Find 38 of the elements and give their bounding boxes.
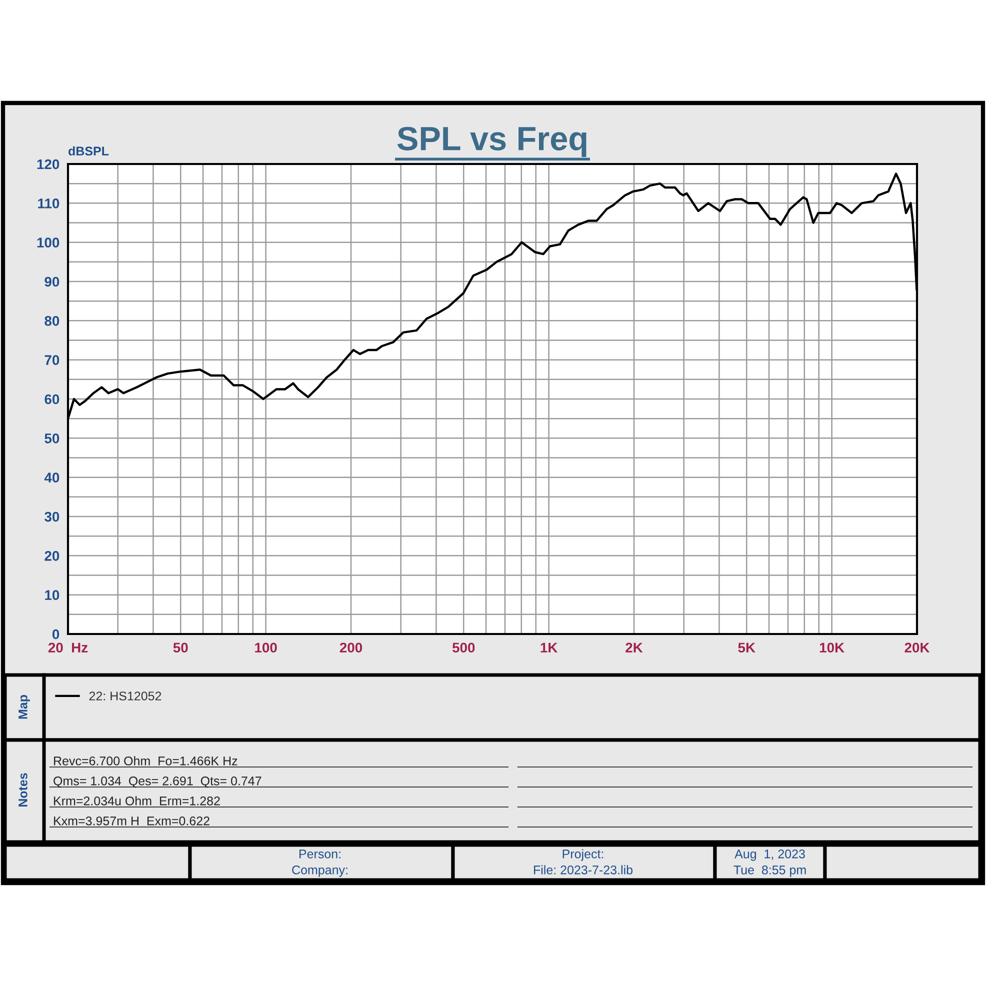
text: Project: [562, 849, 604, 861]
y-tick-label: 10 [45, 590, 60, 600]
legend-label: 22: HS12052 [89, 692, 162, 700]
text: File: 2023-7-23.lib [534, 865, 633, 874]
y-tick-label: 0 [52, 629, 60, 640]
x-tick-label: 200 [340, 642, 362, 653]
x-tick-label: 2K [626, 642, 643, 652]
y-tick-label: 30 [44, 512, 60, 522]
y-tick-label: 40 [44, 472, 60, 483]
text: Tue 8:55 pm [734, 866, 806, 877]
text: Krm=2.034u Ohm Erm=1.282 [54, 796, 220, 806]
y-axis-title: dBSPL [68, 146, 109, 156]
text: Company: [292, 866, 348, 877]
y-tick-label: 20 [44, 551, 60, 561]
text: Person: [299, 850, 340, 858]
chart-title: SPL vs Freq [397, 126, 586, 158]
x-tick-label: 10K [820, 642, 844, 653]
text: Map [18, 695, 30, 719]
x-tick-label: 20K [904, 642, 930, 653]
text: Qms= 1.034 Qes= 2.691 Qts= 0.747 [54, 776, 262, 788]
text: Notes [18, 773, 28, 807]
text: Kxm=3.957m H Exm=0.622 [54, 816, 210, 826]
x-tick-label: 100 [255, 642, 277, 653]
x-tick-label: 1K [540, 642, 558, 652]
x-tick-label: 50 [173, 642, 188, 653]
y-tick-label: 50 [44, 434, 60, 444]
y-tick-label: 80 [44, 316, 60, 326]
y-tick-label: 110 [38, 198, 60, 208]
x-tick-label: 20 Hz [48, 642, 88, 653]
x-tick-label: 500 [452, 642, 475, 653]
y-tick-label: 120 [37, 159, 60, 170]
y-tick-label: 60 [44, 394, 60, 404]
x-tick-label: 5K [738, 642, 756, 653]
y-tick-label: 100 [37, 238, 60, 248]
text: Aug 1, 2023 [734, 850, 805, 861]
text: Revc=6.700 Ohm Fo=1.466K Hz [54, 756, 238, 766]
y-tick-label: 90 [44, 276, 60, 287]
y-tick-label: 70 [44, 355, 60, 366]
